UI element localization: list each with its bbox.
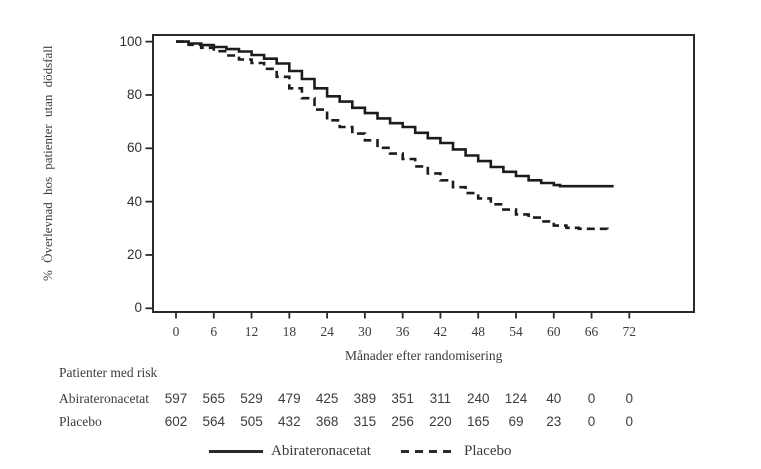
risk-count: 0 xyxy=(625,414,634,429)
risk-count: 564 xyxy=(202,414,226,429)
x-tick-label: 66 xyxy=(584,324,599,339)
risk-count: 389 xyxy=(353,391,377,406)
x-tick-label: 18 xyxy=(282,324,297,339)
risk-count: 368 xyxy=(315,414,339,429)
y-tick-label: 80 xyxy=(126,86,142,102)
series-placebo xyxy=(176,40,609,231)
risk-row-label-abirateronacetat: Abirateronacetat xyxy=(59,391,149,406)
risk-count: 565 xyxy=(202,391,226,406)
risk-count: 220 xyxy=(429,414,452,429)
risk-count: 311 xyxy=(429,391,452,406)
y-tick-label: 20 xyxy=(126,246,142,262)
risk-count: 256 xyxy=(391,414,414,429)
y-axis-label: % Överlevnad hos patienter utan dödsfall xyxy=(40,45,55,281)
legend-label-abirateronacetat: Abirateronacetat xyxy=(271,443,371,459)
y-tick-label: 100 xyxy=(119,33,142,49)
risk-count: 165 xyxy=(466,414,490,429)
risk-count: 529 xyxy=(240,391,263,406)
risk-count: 240 xyxy=(466,391,490,406)
series-abirateronacetat xyxy=(176,40,614,188)
risk-count: 0 xyxy=(587,391,596,406)
x-tick-label: 48 xyxy=(471,324,485,339)
risk-table-title: Patienter med risk xyxy=(59,365,158,380)
risk-count: 479 xyxy=(278,391,301,406)
risk-count: 124 xyxy=(504,391,528,406)
x-tick-label: 24 xyxy=(320,324,334,339)
y-tick-label: 0 xyxy=(134,300,142,316)
x-tick-label: 6 xyxy=(210,324,218,339)
y-tick-label: 40 xyxy=(126,193,142,209)
x-tick-label: 72 xyxy=(622,324,637,339)
x-tick-label: 30 xyxy=(358,324,372,339)
plot-frame xyxy=(152,34,695,313)
y-tick-label: 60 xyxy=(126,140,142,156)
risk-count: 0 xyxy=(587,414,596,429)
risk-count: 505 xyxy=(240,414,263,429)
x-tick-label: 36 xyxy=(395,324,410,339)
risk-count: 23 xyxy=(546,414,562,429)
risk-count: 432 xyxy=(278,414,301,429)
risk-count: 425 xyxy=(315,391,339,406)
risk-count: 597 xyxy=(164,391,188,406)
risk-count: 0 xyxy=(625,391,634,406)
legend-solid-line-swatch xyxy=(209,450,263,453)
risk-count: 602 xyxy=(164,414,188,429)
x-tick-label: 60 xyxy=(547,324,561,339)
x-tick-label: 12 xyxy=(244,324,259,339)
risk-row-label-placebo: Placebo xyxy=(59,414,102,429)
x-tick-label: 54 xyxy=(509,324,523,339)
x-tick-label: 42 xyxy=(433,324,448,339)
risk-count: 351 xyxy=(391,391,414,406)
x-axis-label: Månader efter randomisering xyxy=(345,348,503,363)
legend-dashed-line-swatch xyxy=(401,450,457,453)
risk-count: 69 xyxy=(508,414,524,429)
risk-count: 315 xyxy=(353,414,377,429)
legend-label-placebo: Placebo xyxy=(464,443,512,459)
x-tick-label: 0 xyxy=(172,324,180,339)
risk-count: 40 xyxy=(546,391,562,406)
